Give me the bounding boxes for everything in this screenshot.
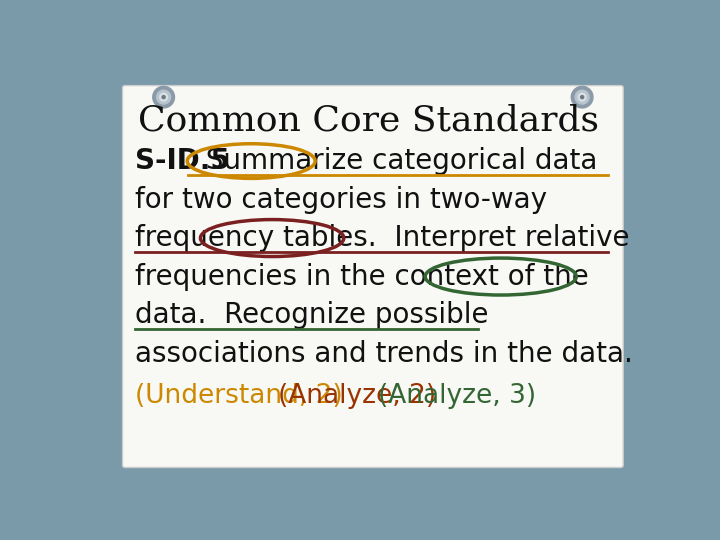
FancyBboxPatch shape (122, 85, 624, 468)
Circle shape (157, 90, 171, 104)
Circle shape (162, 96, 165, 99)
Text: data.  Recognize possible: data. Recognize possible (135, 301, 488, 329)
Circle shape (160, 93, 168, 101)
Text: (Analyze, 3): (Analyze, 3) (377, 383, 536, 409)
Text: (Understand, 2): (Understand, 2) (135, 383, 351, 409)
Text: . Summarize categorical data: . Summarize categorical data (188, 147, 597, 175)
Text: (Analyze, 2): (Analyze, 2) (279, 383, 445, 409)
Text: frequencies in the context of the: frequencies in the context of the (135, 262, 589, 291)
Circle shape (580, 96, 584, 99)
Circle shape (578, 93, 586, 101)
Text: S-ID.5: S-ID.5 (135, 147, 230, 175)
Circle shape (571, 86, 593, 108)
Text: associations and trends in the data.: associations and trends in the data. (135, 340, 633, 368)
Circle shape (153, 86, 174, 108)
Text: frequency tables.  Interpret relative: frequency tables. Interpret relative (135, 224, 629, 252)
Circle shape (575, 90, 589, 104)
Text: Common Core Standards: Common Core Standards (138, 103, 600, 137)
Text: for two categories in two-way: for two categories in two-way (135, 186, 547, 213)
